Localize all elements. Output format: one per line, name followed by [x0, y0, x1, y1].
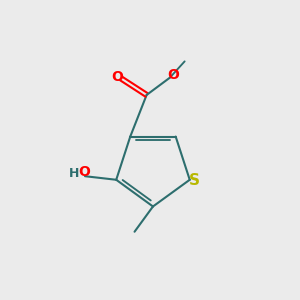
- Text: O: O: [112, 70, 123, 84]
- Text: O: O: [168, 68, 180, 82]
- Text: S: S: [189, 173, 200, 188]
- Text: O: O: [78, 165, 90, 179]
- Text: H: H: [68, 167, 79, 180]
